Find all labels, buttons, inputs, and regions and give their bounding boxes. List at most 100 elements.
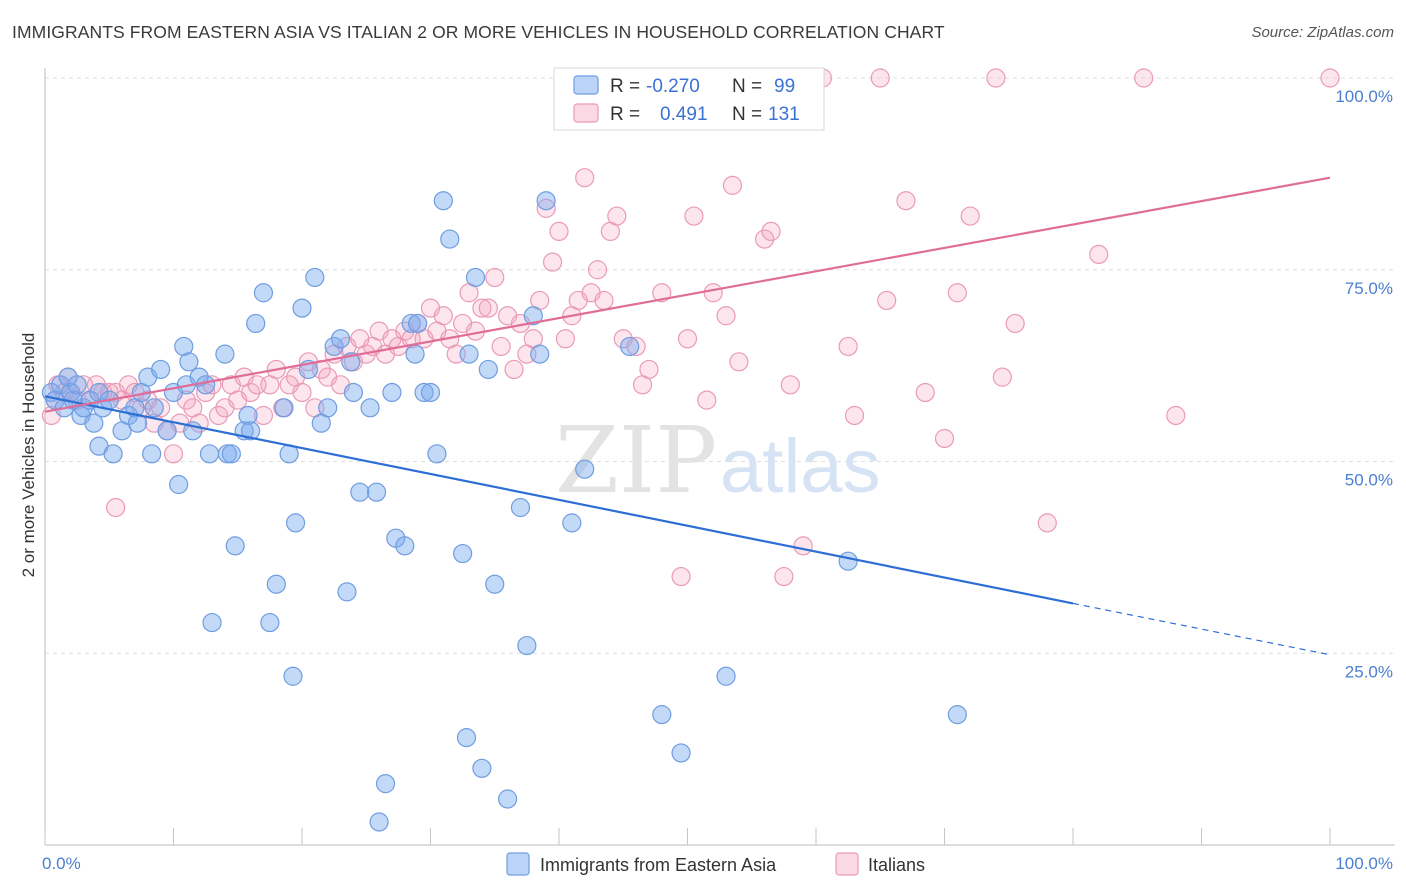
point-italians [639, 359, 659, 380]
point-eastern-asia [523, 306, 543, 326]
point-italians [896, 191, 916, 211]
point-italians [754, 229, 775, 249]
point-italians [1005, 313, 1025, 334]
point-italians [992, 367, 1012, 387]
point-eastern-asia [375, 774, 396, 794]
point-eastern-asia [142, 444, 162, 464]
point-italians [1320, 68, 1340, 88]
point-eastern-asia [283, 666, 303, 686]
point-italians [587, 260, 608, 280]
point-eastern-asia [366, 482, 387, 502]
point-eastern-asia [318, 398, 338, 418]
stats-swatch-series-1 [573, 75, 599, 95]
point-eastern-asia [305, 267, 325, 288]
x-tick-label: 100.0% [1335, 854, 1393, 873]
axes [44, 68, 1395, 846]
point-eastern-asia [652, 705, 672, 725]
point-italians [1089, 244, 1109, 265]
point-eastern-asia [420, 382, 441, 403]
point-eastern-asia [292, 298, 312, 318]
point-italians [722, 175, 743, 195]
point-italians [485, 267, 505, 288]
point-eastern-asia [369, 812, 389, 832]
stats-n-label-2: N = [732, 104, 762, 125]
point-eastern-asia [414, 382, 434, 403]
point-eastern-asia [620, 336, 640, 357]
trend-line-series-1 [44, 395, 1074, 605]
point-italians [151, 398, 171, 418]
point-eastern-asia [84, 413, 104, 433]
point-eastern-asia [360, 398, 380, 418]
point-italians [536, 198, 556, 218]
point-eastern-asia [517, 635, 537, 656]
point-eastern-asia [285, 513, 306, 533]
point-eastern-asia [221, 444, 241, 464]
point-eastern-asia [238, 405, 258, 426]
point-italians [684, 206, 704, 226]
y-tick-label: 100.0% [1335, 87, 1393, 106]
stats-n-label-1: N = [732, 76, 762, 97]
trend-line-series-2 [44, 176, 1331, 413]
y-tick-label: 50.0% [1345, 471, 1393, 490]
point-italians [163, 444, 184, 464]
watermark-atlas: atlas [720, 424, 881, 509]
point-eastern-asia [151, 359, 171, 380]
point-italians [780, 375, 800, 395]
data-points [41, 68, 1340, 832]
point-italians [870, 68, 890, 88]
point-italians [838, 336, 858, 357]
y-axis-label: 2 or more Vehicles in Household [19, 333, 38, 578]
point-eastern-asia [440, 229, 460, 249]
point-italians [292, 382, 312, 403]
point-italians [844, 405, 865, 426]
point-italians [947, 283, 967, 303]
legend-label-series-2: Italians [868, 855, 925, 875]
point-eastern-asia [478, 359, 498, 380]
point-italians [697, 390, 717, 410]
point-eastern-asia [260, 612, 280, 633]
point-italians [1166, 405, 1186, 426]
chart-title: IMMIGRANTS FROM EASTERN ASIA VS ITALIAN … [12, 22, 945, 42]
point-eastern-asia [536, 191, 556, 211]
point-eastern-asia [472, 758, 492, 778]
point-eastern-asia [215, 344, 235, 364]
point-italians [555, 329, 576, 349]
tick-labels: 25.0% 50.0% 75.0% 100.0% 0.0% 100.0% [42, 87, 1393, 873]
point-eastern-asia [427, 444, 447, 464]
point-italians [1134, 68, 1154, 88]
point-eastern-asia [189, 367, 209, 387]
point-italians [761, 221, 781, 241]
point-eastern-asia [330, 329, 351, 349]
point-italians [703, 283, 723, 303]
point-eastern-asia [716, 666, 736, 686]
y-tick-label: 25.0% [1345, 662, 1393, 681]
point-eastern-asia [199, 444, 220, 464]
point-eastern-asia [530, 344, 550, 364]
point-italians [774, 566, 794, 587]
point-eastern-asia [838, 551, 858, 571]
stats-n-value-1: 99 [774, 76, 795, 97]
point-eastern-asia [433, 191, 453, 211]
point-italians [986, 68, 1006, 88]
point-italians [729, 352, 749, 372]
point-italians [478, 298, 498, 318]
point-italians [607, 206, 627, 226]
point-eastern-asia [485, 574, 505, 594]
point-italians [960, 206, 980, 226]
point-italians [472, 298, 492, 318]
point-italians [877, 290, 897, 311]
point-italians [549, 221, 569, 241]
point-eastern-asia [408, 313, 428, 334]
point-eastern-asia [202, 612, 222, 633]
point-italians [106, 497, 126, 518]
series-legend: Immigrants from Eastern Asia Italians [506, 852, 925, 876]
point-italians [594, 290, 614, 311]
point-italians [575, 168, 595, 188]
point-eastern-asia [575, 459, 595, 479]
source-label: Source: ZipAtlas.com [1251, 24, 1394, 41]
point-eastern-asia [562, 513, 582, 533]
point-eastern-asia [241, 421, 261, 441]
point-eastern-asia [169, 474, 189, 495]
point-italians [542, 252, 563, 272]
